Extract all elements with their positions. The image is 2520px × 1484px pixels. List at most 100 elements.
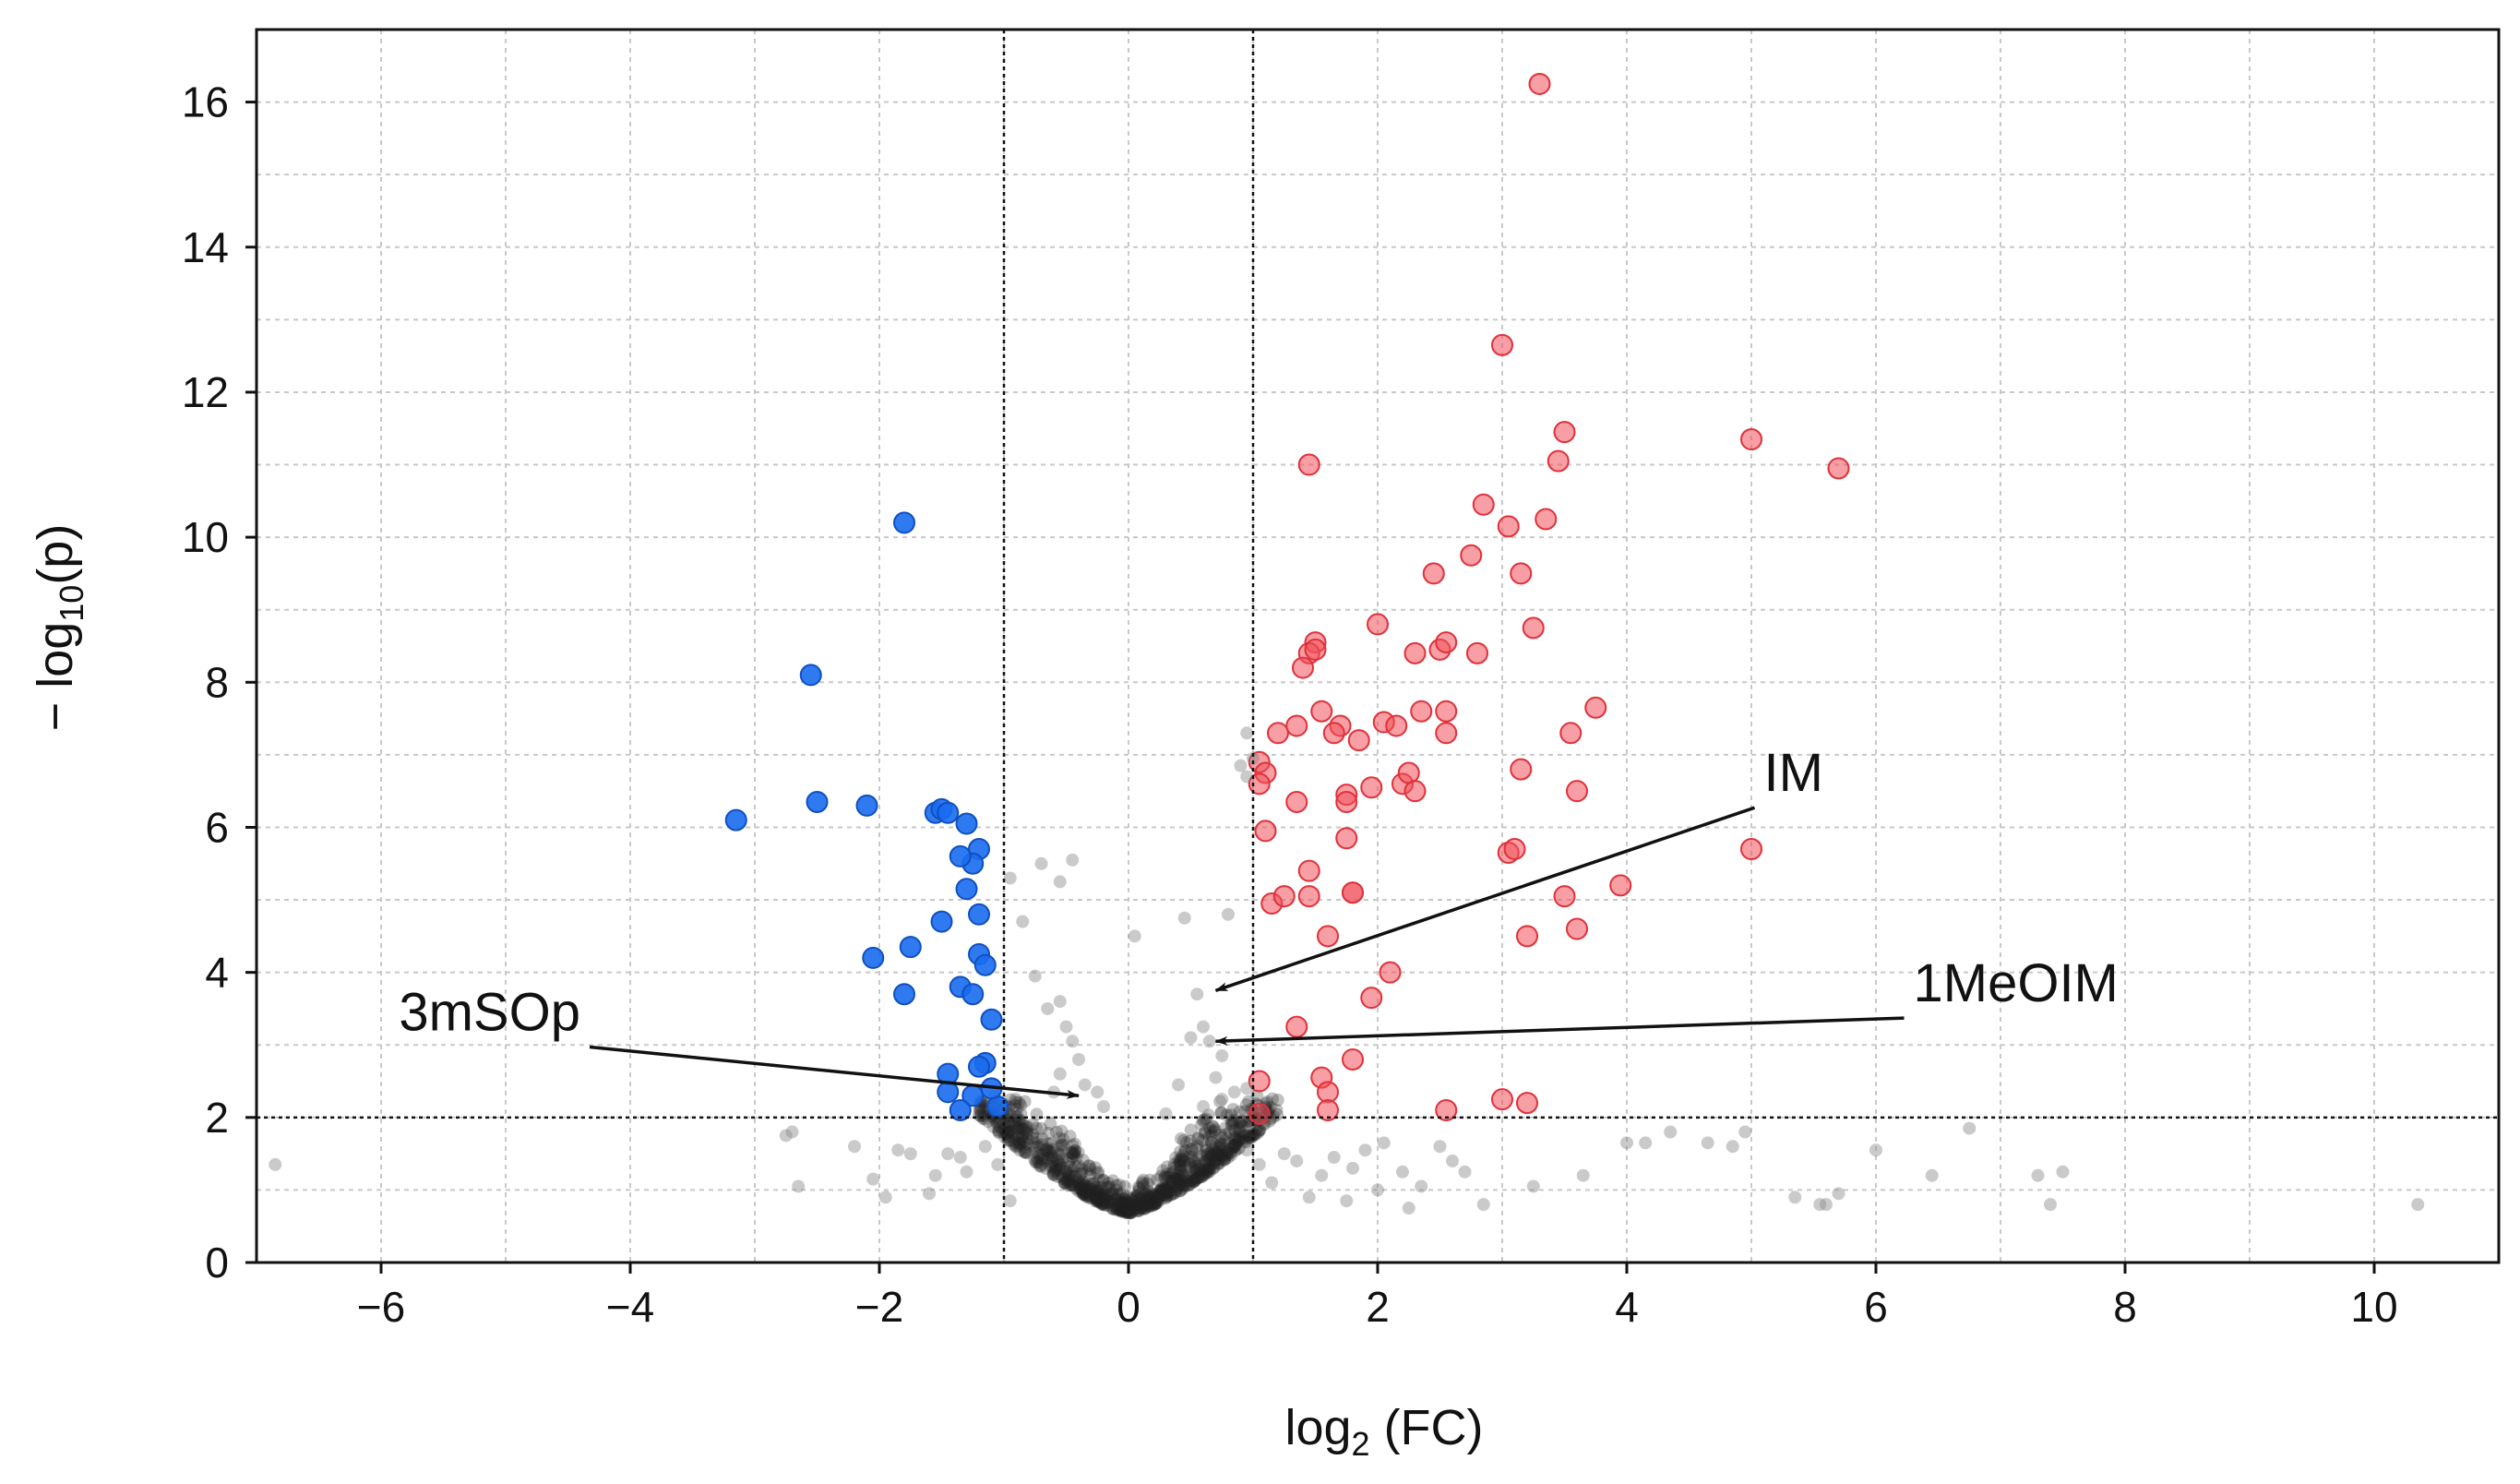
dense-point [1200, 1141, 1213, 1155]
point-not-significant [848, 1140, 861, 1154]
dense-point [1199, 1112, 1212, 1126]
point-up [1435, 1098, 1458, 1121]
dense-point [1179, 1136, 1193, 1150]
dense-point [1202, 1156, 1216, 1170]
point-not-significant [978, 1140, 992, 1154]
dense-point [1202, 1121, 1216, 1135]
dense-point [1173, 1184, 1187, 1198]
dense-point [1172, 1154, 1186, 1167]
dense-point [1187, 1175, 1200, 1189]
dense-point [1103, 1188, 1117, 1202]
dense-point [1188, 1173, 1202, 1187]
point-up [1528, 72, 1551, 95]
dense-point [1011, 1113, 1025, 1127]
dense-point [1093, 1173, 1106, 1187]
x-tick-label: 6 [1864, 1283, 1888, 1331]
dense-point [1213, 1128, 1227, 1142]
dense-point [1148, 1196, 1162, 1210]
dense-point [1082, 1184, 1096, 1198]
dense-point [1191, 1171, 1205, 1185]
dense-point [1206, 1149, 1220, 1163]
dense-point [1154, 1169, 1168, 1183]
dense-point [1195, 1118, 1209, 1131]
dense-point [1017, 1134, 1031, 1148]
point-not-significant [1869, 1143, 1882, 1157]
dense-point [1089, 1187, 1103, 1201]
dense-point [1204, 1136, 1218, 1150]
point-up [1360, 776, 1383, 799]
point-not-significant [2031, 1168, 2045, 1182]
dense-point [1190, 1143, 1204, 1156]
dense-point [1110, 1202, 1124, 1215]
dense-point [1072, 1175, 1086, 1189]
dense-point [1175, 1167, 1188, 1181]
dense-point [1169, 1151, 1183, 1165]
point-down [955, 812, 978, 835]
dense-point [1135, 1192, 1149, 1206]
dense-point [1208, 1123, 1222, 1137]
dense-point [990, 1117, 1004, 1131]
dense-point [1185, 1143, 1199, 1156]
dense-point [1227, 1123, 1241, 1137]
point-not-significant [1315, 1168, 1329, 1182]
point-up [1566, 780, 1588, 803]
dense-point [1117, 1199, 1131, 1213]
dense-point [1120, 1202, 1134, 1215]
dense-point [1178, 1144, 1192, 1158]
dense-point [1061, 1176, 1075, 1190]
dense-point [1090, 1193, 1104, 1207]
dense-point [1106, 1187, 1120, 1201]
dense-point [1039, 1162, 1053, 1176]
point-up [1335, 790, 1358, 813]
point-not-significant [1053, 1067, 1067, 1081]
dense-point [1243, 1131, 1257, 1145]
dense-point [1188, 1163, 1202, 1177]
point-up [1272, 885, 1296, 908]
dense-point [1215, 1138, 1229, 1152]
dense-point [1012, 1136, 1026, 1150]
dense-point [1171, 1180, 1185, 1194]
point-not-significant [792, 1179, 806, 1193]
dense-point [1171, 1168, 1185, 1182]
dense-point [1027, 1140, 1041, 1154]
dense-point [1074, 1167, 1088, 1180]
dense-point [1013, 1136, 1027, 1150]
dense-point [1045, 1149, 1059, 1163]
point-not-significant [891, 1143, 905, 1157]
point-not-significant [1034, 856, 1048, 870]
dense-point [1052, 1155, 1066, 1169]
dense-point [1049, 1159, 1063, 1173]
dense-point [1164, 1174, 1177, 1188]
dense-point [1209, 1154, 1223, 1167]
dense-point [1062, 1166, 1076, 1179]
dense-point [1075, 1162, 1089, 1176]
point-not-significant [1197, 1020, 1210, 1034]
dense-point [1073, 1180, 1087, 1194]
dense-point [1168, 1183, 1182, 1197]
dense-point [1236, 1131, 1249, 1145]
dense-point [1057, 1138, 1070, 1152]
dense-point [1114, 1197, 1128, 1211]
dense-point [1117, 1193, 1131, 1207]
dense-point [1194, 1170, 1208, 1184]
dense-point [1049, 1162, 1063, 1176]
dense-point [1096, 1189, 1110, 1203]
dense-point [1018, 1141, 1032, 1155]
dense-point [1123, 1205, 1137, 1219]
dense-point [1242, 1095, 1256, 1108]
dense-point [1003, 1124, 1017, 1138]
point-down [893, 983, 915, 1006]
dense-point [1114, 1203, 1128, 1217]
point-not-significant [1402, 1202, 1415, 1215]
dense-point [1211, 1148, 1224, 1162]
dense-point [1129, 1198, 1142, 1212]
dense-point [973, 1109, 987, 1123]
dense-point [1155, 1184, 1169, 1198]
dense-point [1053, 1162, 1067, 1176]
dense-point [1030, 1132, 1044, 1146]
dense-point [1077, 1188, 1091, 1202]
point-down [968, 1055, 990, 1078]
point-up [1516, 925, 1538, 948]
y-tick-label: 14 [182, 223, 229, 271]
